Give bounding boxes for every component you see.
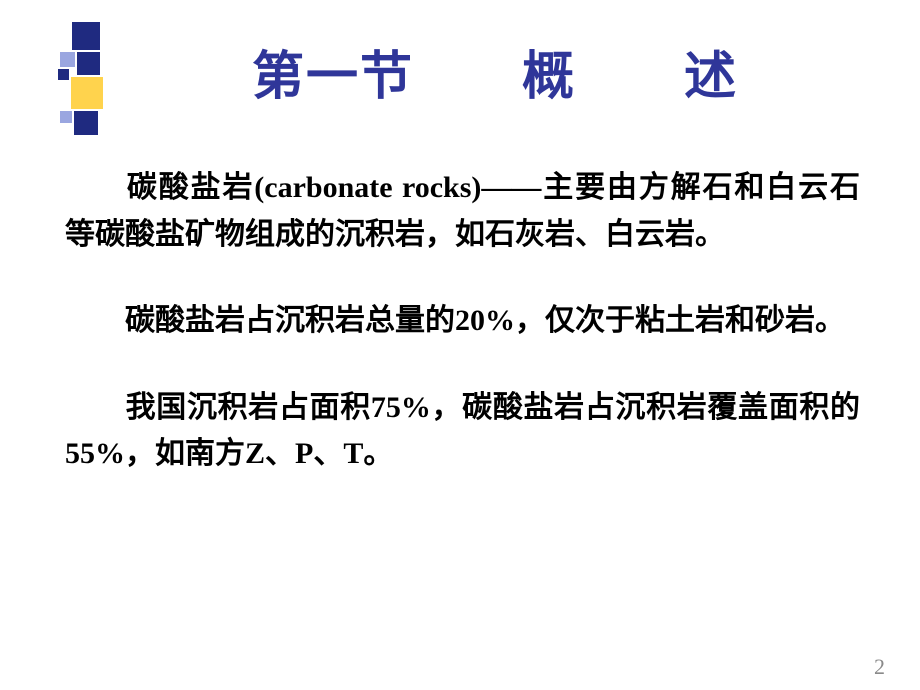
bullet-square	[60, 52, 75, 67]
slide-body: 碳酸盐岩(carbonate rocks)——主要由方解石和白云石等碳酸盐矿物组…	[65, 165, 860, 518]
paragraph-2: 碳酸盐岩占沉积岩总量的20%，仅次于粘土岩和砂岩。	[65, 298, 860, 345]
page-number: 2	[874, 654, 885, 680]
slide-title: 第一节 概 述	[150, 34, 840, 109]
paragraph-3: 我国沉积岩占面积75%，碳酸盐岩占沉积岩覆盖面积的55%，如南方Z、P、T。	[65, 385, 860, 478]
title-bullet-decoration	[60, 22, 120, 137]
paragraph-1-text: 碳酸盐岩(carbonate rocks)——主要由方解石和白云石等碳酸盐矿物组…	[65, 171, 860, 251]
paragraph-3-text: 我国沉积岩占面积75%，碳酸盐岩占沉积岩覆盖面积的55%，如南方Z、P、T。	[65, 391, 860, 471]
paragraph-2-text: 碳酸盐岩占沉积岩总量的20%，仅次于粘土岩和砂岩。	[125, 304, 845, 337]
bullet-square	[72, 22, 100, 50]
bullet-square	[77, 52, 100, 75]
bullet-square	[58, 69, 69, 80]
bullet-square	[74, 111, 98, 135]
paragraph-1: 碳酸盐岩(carbonate rocks)——主要由方解石和白云石等碳酸盐矿物组…	[65, 165, 860, 258]
bullet-square	[71, 77, 103, 109]
bullet-square	[60, 111, 72, 123]
